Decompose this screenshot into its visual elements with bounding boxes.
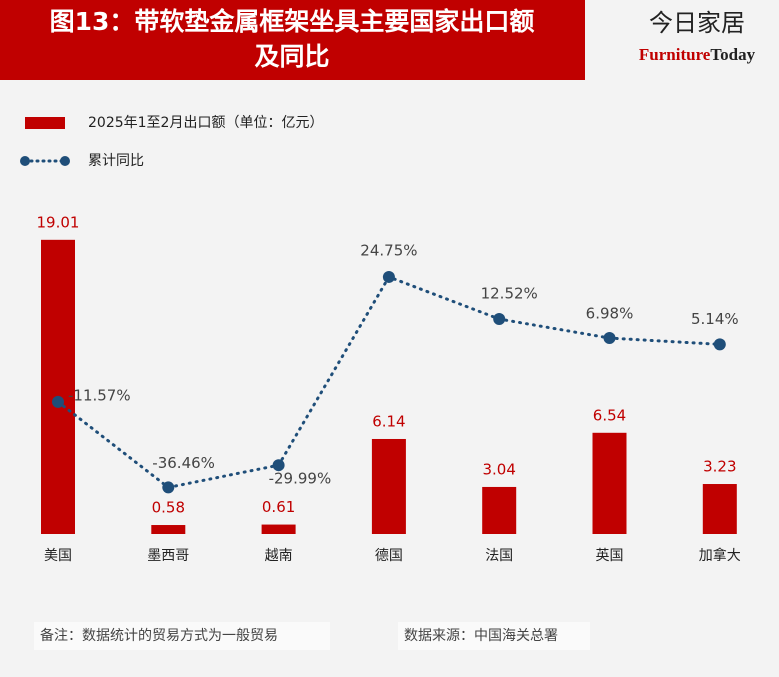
footer-source: 数据来源：中国海关总署 xyxy=(404,628,558,644)
line-value-label: -11.57% xyxy=(68,386,131,404)
line-point xyxy=(713,338,726,351)
line-point xyxy=(272,459,285,472)
x-tick-label: 德国 xyxy=(375,548,403,564)
bar-value-label: 6.14 xyxy=(372,412,405,430)
footer-box xyxy=(34,622,330,650)
line-value-label: 24.75% xyxy=(360,241,417,259)
legend-swatch xyxy=(25,117,65,129)
bar xyxy=(482,486,517,534)
logo-en: FurnitureToday xyxy=(639,45,756,64)
title-banner xyxy=(0,0,585,80)
legend-swatch xyxy=(60,156,70,166)
bar xyxy=(41,239,75,534)
x-tick-label: 墨西哥 xyxy=(147,548,189,564)
line-value-label: 12.52% xyxy=(481,285,538,303)
bar xyxy=(151,525,186,534)
logo-en-part: Today xyxy=(710,45,755,64)
line-point xyxy=(493,313,506,326)
x-tick-label: 加拿大 xyxy=(699,547,741,564)
line-point xyxy=(162,481,175,494)
line-point xyxy=(382,270,395,283)
x-tick-label: 法国 xyxy=(485,548,513,564)
line-point xyxy=(603,332,616,345)
bar-value-label: 0.61 xyxy=(262,498,295,516)
line-value-label: 5.14% xyxy=(691,310,739,328)
x-tick-label: 越南 xyxy=(265,548,293,564)
footer-note: 备注：数据统计的贸易方式为一般贸易 xyxy=(40,627,278,644)
title-line: 图13：带软垫金属框架坐具主要国家出口额 xyxy=(50,7,535,36)
footer-box xyxy=(398,622,590,650)
line-value-label: 6.98% xyxy=(586,305,634,323)
bar xyxy=(261,524,296,534)
x-tick-label: 美国 xyxy=(44,548,72,564)
bar xyxy=(592,432,627,534)
line-point xyxy=(52,395,64,408)
line-value-label: -36.46% xyxy=(152,454,215,472)
legend-swatch xyxy=(20,156,30,166)
legend-label: 2025年1至2月出口额（单位：亿元） xyxy=(88,115,323,131)
bar-value-label: 0.58 xyxy=(152,499,185,517)
x-tick-label: 英国 xyxy=(596,547,624,564)
bar xyxy=(371,438,406,534)
legend-label: 累计同比 xyxy=(88,153,144,169)
bar-value-label: 3.23 xyxy=(703,458,736,476)
bar xyxy=(702,484,737,534)
logo-en-part: Furniture xyxy=(639,45,711,64)
bar-value-label: 6.54 xyxy=(593,406,626,424)
logo-cn: 今日家居 xyxy=(649,9,745,37)
bar-value-label: 19.01 xyxy=(37,213,80,231)
line-value-label: -29.99% xyxy=(269,470,332,488)
bar-value-label: 3.04 xyxy=(482,460,515,478)
title-line: 及同比 xyxy=(254,42,329,71)
